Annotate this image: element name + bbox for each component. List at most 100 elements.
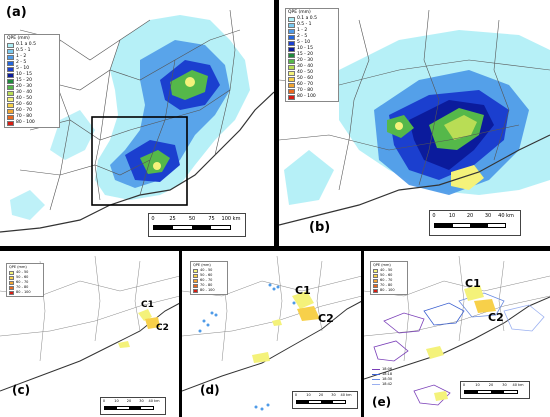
legend-item: 20 - 30 — [288, 58, 336, 64]
scale-ticks: 0 10 20 30 40 km — [432, 213, 513, 220]
qpe-lime-core — [444, 115, 477, 140]
scale-tick-label: 50 — [188, 216, 196, 222]
legend-line-swatch — [372, 379, 380, 380]
legend-label: 5 - 10 — [297, 40, 311, 45]
legend-small-c: QPE (mm) 40 - 50 50 - 60 60 - 70 70 - 80 80 … — [6, 263, 44, 297]
legend-item: 5 - 10 — [288, 40, 336, 46]
qpe-yellow-cell-c2 — [297, 306, 320, 321]
qpe-yellow-cell-3 — [118, 341, 130, 348]
legend-label: 20 - 30 — [16, 84, 32, 89]
legend-title: QPE (mm) — [7, 36, 30, 41]
legend-swatch — [373, 288, 378, 293]
scale-bar — [434, 223, 506, 228]
legend-label: 70 - 80 — [200, 283, 213, 287]
legend-item: 80 - 100 — [9, 290, 41, 295]
legend-item: 15 - 20 — [288, 52, 336, 58]
scale-tick-label: 40 km — [498, 213, 514, 219]
legend-item: 80 - 100 — [288, 94, 336, 100]
legend-swatch — [193, 278, 198, 283]
legend-item: 60 - 70 — [7, 108, 57, 114]
scale-tick-label: 20 — [126, 399, 132, 403]
horizontal-divider — [0, 246, 550, 251]
legend-item: 50 - 60 — [288, 76, 336, 82]
scale-tick-label: 0 — [151, 216, 155, 222]
legend-swatch — [193, 283, 198, 288]
legend-label: 50 - 60 — [297, 76, 313, 81]
legend-label: 70 - 80 — [16, 114, 32, 119]
qpe-yellow-cell-c1 — [464, 285, 484, 301]
inset-box — [91, 116, 188, 206]
legend-label: 50 - 60 — [380, 273, 393, 277]
scale-tick-label: 25 — [169, 216, 176, 222]
legend-line-label: 18:42 — [382, 382, 393, 386]
legend-swatch — [288, 16, 295, 22]
qpe-yellow-core-2 — [153, 162, 161, 170]
qpe-yellow-cell-4 — [434, 391, 448, 401]
legend-swatch — [193, 288, 198, 293]
legend-item: 2 - 5 — [7, 60, 57, 66]
legend-rows: 40 - 50 50 - 60 60 - 70 70 - 80 80 - 100 — [193, 268, 225, 293]
legend-rows: 40 - 50 50 - 60 60 - 70 70 - 80 80 - 100 — [373, 268, 405, 293]
legend-label: 40 - 50 — [297, 70, 313, 75]
scale-ticks: 0 25 50 75 100 km — [151, 216, 240, 223]
panel-e-map — [364, 255, 550, 406]
legend-label: 0.5 - 1 — [297, 22, 312, 27]
legend-swatch — [288, 76, 295, 82]
legend-item: 40 - 50 — [193, 268, 225, 273]
legend-label: 0.5 - 1 — [16, 48, 31, 53]
qpe-light-area-3 — [10, 190, 45, 220]
scale-bar-e: 0 10 20 30 40 km — [460, 381, 530, 399]
legend-label: 2 - 5 — [297, 34, 308, 39]
legend-title: QPE (mm) — [193, 263, 211, 267]
coastline — [0, 91, 274, 233]
legend-label: 30 - 40 — [297, 64, 313, 69]
legend-swatch — [373, 273, 378, 278]
qpe-yellow-cell-4 — [272, 319, 282, 326]
scale-ticks: 0 10 20 30 40 km — [103, 399, 160, 404]
legend-label: 60 - 70 — [16, 108, 32, 113]
legend-item: 2 - 5 — [288, 34, 336, 40]
scale-bar — [296, 400, 346, 404]
legend-item: 10 - 15 — [288, 46, 336, 52]
legend-swatch — [288, 34, 295, 40]
legend-swatch — [288, 94, 295, 100]
qpe-yellow-cell-3 — [252, 352, 270, 363]
scale-tick-label: 100 km — [221, 216, 241, 222]
scale-tick-label: 10 — [475, 383, 480, 387]
legend-swatch — [288, 46, 295, 52]
legend-swatch — [288, 40, 295, 46]
panel-d: (d) C1 C2 QPE (mm) 40 - 50 50 - 60 60 - 70… — [182, 251, 362, 417]
qpe-yellow-core — [185, 77, 195, 87]
coastline — [182, 300, 362, 392]
lightning-markers — [198, 283, 296, 411]
legend-swatch — [7, 114, 14, 120]
scale-bar-c: 0 10 20 30 40 km — [100, 397, 166, 415]
scale-bar — [464, 390, 518, 394]
legend-line-label: 18:06 — [382, 367, 393, 371]
panel-e-label: (e) — [372, 395, 392, 409]
scale-tick-label: 40 km — [148, 399, 160, 403]
legend-item: 0.1 a 0.5 — [7, 42, 57, 48]
qpe-yellow-cell-c2 — [145, 317, 160, 329]
legend-swatch — [7, 90, 14, 96]
scale-bar-b: 0 10 20 30 40 km — [429, 210, 521, 236]
legend-label: 40 - 50 — [16, 96, 32, 101]
scale-tick-label: 0 — [462, 383, 466, 387]
legend-contours-e: 18:06 18:18 18:30 18:42 — [370, 366, 404, 388]
legend-swatch — [7, 84, 14, 90]
legend-label: 15 - 20 — [16, 78, 32, 83]
legend-swatch — [9, 280, 14, 285]
vertical-divider — [274, 0, 279, 250]
panel-e: (e) C1 C2 QPE (mm) 40 - 50 50 - 60 60 - 70… — [364, 251, 550, 417]
scale-tick-label: 40 km — [340, 393, 352, 397]
legend-item: 80 - 100 — [193, 288, 225, 293]
legend-swatch — [288, 88, 295, 94]
cell-c2-label: C2 — [488, 311, 504, 324]
legend-item: 50 - 60 — [9, 275, 41, 280]
legend-swatch — [7, 120, 14, 126]
legend-swatch — [7, 48, 14, 54]
legend-label: 10 - 15 — [297, 46, 313, 51]
legend-item: 60 - 70 — [373, 278, 405, 283]
legend-label: 80 - 100 — [380, 288, 395, 292]
